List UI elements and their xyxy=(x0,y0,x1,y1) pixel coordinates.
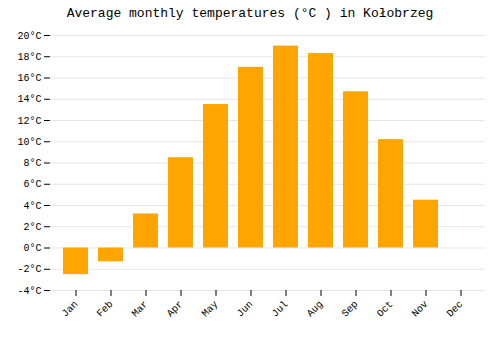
svg-text:Jun: Jun xyxy=(235,299,256,320)
svg-text:Jul: Jul xyxy=(270,299,291,320)
svg-text:Dec: Dec xyxy=(445,299,466,320)
svg-text:Apr: Apr xyxy=(165,299,186,320)
svg-text:6°C: 6°C xyxy=(23,179,41,190)
svg-text:May: May xyxy=(200,299,221,320)
svg-text:Nov: Nov xyxy=(410,299,431,320)
svg-text:-4°C: -4°C xyxy=(17,286,41,297)
svg-text:16°C: 16°C xyxy=(17,73,41,84)
svg-text:14°C: 14°C xyxy=(17,94,41,105)
svg-text:18°C: 18°C xyxy=(17,52,41,63)
svg-text:Jan: Jan xyxy=(60,299,81,320)
svg-text:Feb: Feb xyxy=(95,299,116,320)
svg-text:Aug: Aug xyxy=(305,299,326,320)
svg-text:0°C: 0°C xyxy=(23,243,41,254)
svg-text:4°C: 4°C xyxy=(23,201,41,212)
svg-text:10°C: 10°C xyxy=(17,137,41,148)
svg-text:Sep: Sep xyxy=(340,299,361,320)
svg-text:8°C: 8°C xyxy=(23,158,41,169)
svg-text:2°C: 2°C xyxy=(23,222,41,233)
svg-text:Oct: Oct xyxy=(375,299,396,320)
svg-text:Mar: Mar xyxy=(130,299,151,320)
svg-text:12°C: 12°C xyxy=(17,116,41,127)
svg-text:-2°C: -2°C xyxy=(17,264,41,275)
html-text:Average monthly temperatures (: Average monthly temperatures (°C ) in Ko… xyxy=(66,6,434,21)
svg-text:20°C: 20°C xyxy=(17,31,41,42)
